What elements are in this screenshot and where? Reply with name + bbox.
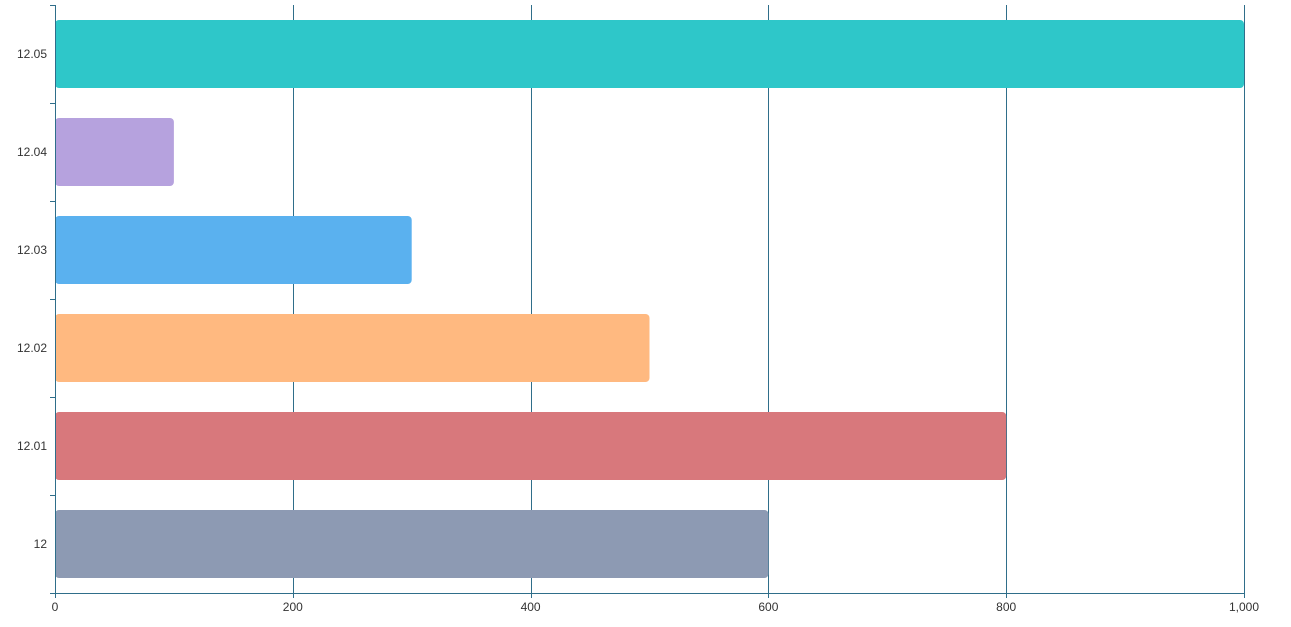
y-tick-label: 12.03 (17, 243, 47, 257)
x-tick-label: 200 (283, 600, 303, 614)
x-tick-label: 400 (521, 600, 541, 614)
grid-lines (293, 5, 1245, 593)
x-tick-label: 600 (758, 600, 778, 614)
bar-12-03[interactable] (55, 216, 412, 284)
axes (50, 5, 1245, 598)
y-tick-label: 12.04 (17, 145, 47, 159)
y-tick-label: 12.01 (17, 439, 47, 453)
y-tick-label: 12.05 (17, 47, 47, 61)
bar-12-05[interactable] (55, 20, 1244, 88)
y-tick-label: 12.02 (17, 341, 47, 355)
x-tick-label: 800 (996, 600, 1016, 614)
y-tick-label: 12 (34, 537, 48, 551)
bars (55, 20, 1244, 578)
x-tick-label: 1,000 (1229, 600, 1259, 614)
bar-12[interactable] (55, 510, 769, 578)
bar-12-02[interactable] (55, 314, 650, 382)
bar-12-01[interactable] (55, 412, 1007, 480)
x-tick-label: 0 (52, 600, 59, 614)
bar-12-04[interactable] (55, 118, 174, 186)
tick-labels: 12 12.01 12.02 12.03 12.04 12.05 0 200 400 600 800… (17, 47, 1259, 614)
